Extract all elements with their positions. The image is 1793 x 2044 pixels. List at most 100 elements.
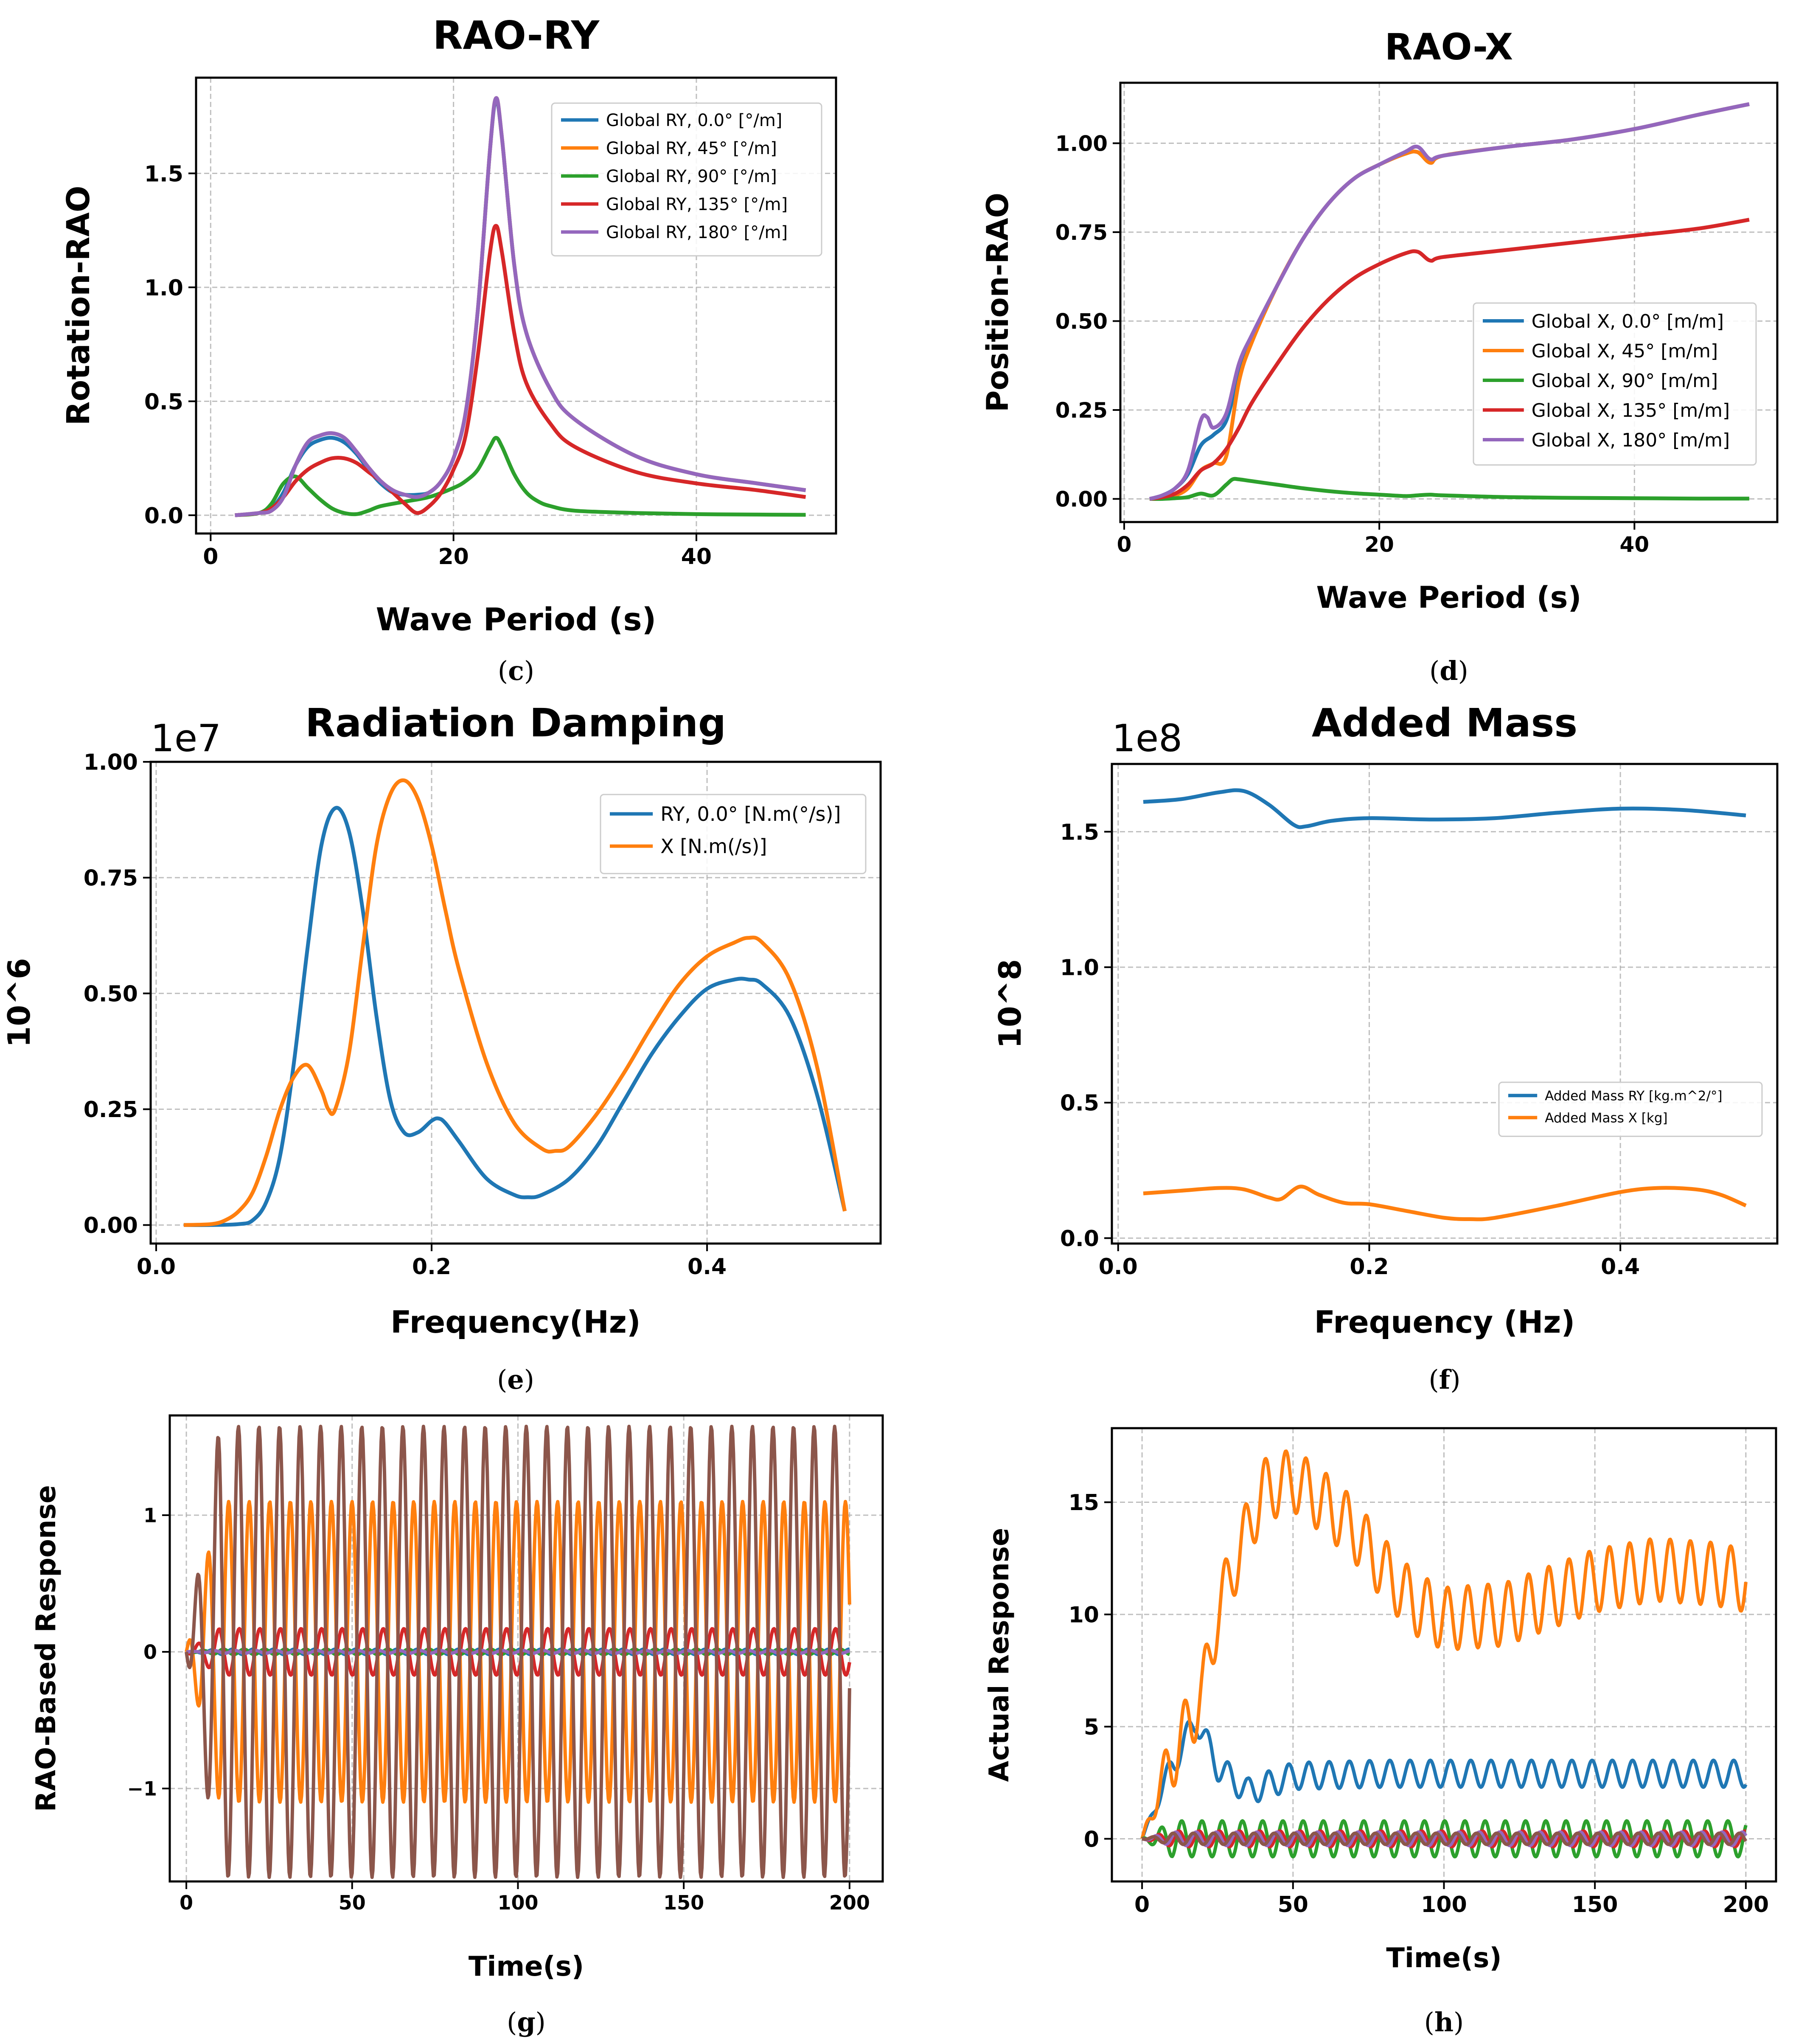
- y-tick-label: 1.5: [1060, 820, 1099, 845]
- y-tick-label: 1.5: [144, 161, 183, 187]
- y-tick-label: 0.50: [1055, 309, 1108, 334]
- panel-caption-letter: g: [517, 2007, 535, 2038]
- panel-caption-letter: h: [1434, 2007, 1453, 2038]
- y-tick-label: 0.25: [84, 1097, 138, 1123]
- panel-caption: (d): [1429, 655, 1468, 686]
- chart-panel-d: 0 20 40 0.00 0.25 0.50 0.75 1.00 RAO-X Wave Perio…: [980, 26, 1779, 686]
- legend-entry: Global X, 45° [m/m]: [1532, 340, 1718, 362]
- x-tick-label: 0.4: [687, 1254, 727, 1280]
- series-line-6: [1141, 1831, 1748, 1846]
- x-tick-label: 50: [339, 1891, 366, 1914]
- y-tick-label: 0.0: [144, 503, 183, 529]
- x-axis-label: Wave Period (s): [1316, 580, 1582, 615]
- legend-box: [1498, 1081, 1763, 1137]
- x-tick-label: 0: [1117, 532, 1132, 557]
- series-group: [185, 1424, 851, 1879]
- axis-offset-text: 1e7: [151, 716, 221, 760]
- plot-frame: [1119, 81, 1779, 523]
- series-group: [1149, 102, 1750, 501]
- y-tick-label: 0.0: [1060, 1226, 1099, 1252]
- series-line-5: [1141, 1830, 1748, 1847]
- chart-title: Added Mass: [1312, 700, 1577, 746]
- y-tick-label: 5: [1084, 1715, 1099, 1740]
- x-tick-label: 200: [1723, 1892, 1769, 1918]
- series-line-2: [185, 1499, 851, 1804]
- chart-panel-e: 0.0 0.2 0.4 0.00 0.25 0.50 0.75 1.00 Radiation D…: [1, 700, 882, 1395]
- x-tick-label: 0.4: [1601, 1254, 1640, 1280]
- x-tick-label: 200: [829, 1891, 870, 1914]
- legend-entry: Global RY, 180° [°/m]: [606, 223, 788, 242]
- y-axis-label: RAO-Based Response: [31, 1485, 62, 1812]
- x-tick-label: 0: [1134, 1892, 1150, 1918]
- x-tick-label: 20: [1364, 532, 1394, 557]
- chart-panel-g: 0 50 100 150 200 −1 0 1 Time(s) RAO-Based Respons…: [31, 1414, 884, 2038]
- y-axis-label: Position-RAO: [980, 193, 1015, 412]
- series-line-2: [183, 778, 847, 1227]
- x-tick-label: 0.2: [1350, 1254, 1389, 1280]
- x-tick-label: 100: [497, 1891, 538, 1914]
- x-tick-label: 20: [438, 544, 469, 570]
- x-tick-label: 0.0: [137, 1254, 176, 1280]
- series-line-1: [183, 806, 847, 1227]
- x-axis-label: Frequency (Hz): [1314, 1304, 1575, 1340]
- y-tick-label: 0.00: [84, 1213, 138, 1238]
- panel-caption: (g): [507, 2007, 546, 2038]
- y-tick-label: 0.50: [84, 981, 138, 1007]
- panel-caption-letter: e: [507, 1364, 524, 1395]
- plot-frame: [168, 1414, 884, 1883]
- panel-caption-letter: d: [1439, 655, 1458, 686]
- legend-box: [1473, 302, 1757, 466]
- x-tick-label: 150: [663, 1891, 704, 1914]
- y-tick-label: 10: [1069, 1603, 1099, 1628]
- axis-offset-text: 1e8: [1112, 716, 1182, 760]
- legend-entry: Global X, 90° [m/m]: [1532, 370, 1718, 392]
- x-tick-label: 150: [1572, 1892, 1618, 1918]
- series-group: [235, 96, 806, 517]
- x-tick-label: 0.2: [412, 1254, 451, 1280]
- series-line-3: [1150, 477, 1749, 501]
- y-axis-label: 10^8: [992, 959, 1028, 1049]
- chart-panel-f: 0.0 0.2 0.4 0.0 0.5 1.0 1.5 Added Mass 1e8 Freque…: [992, 700, 1779, 1395]
- series-line-4: [185, 1627, 851, 1677]
- series-group: [183, 778, 847, 1227]
- legend-entry: Global X, 135° [m/m]: [1532, 400, 1730, 421]
- legend: Added Mass RY [kg.m^2/°] Added Mass X [kg…: [1498, 1081, 1763, 1137]
- x-tick-label: 40: [1620, 532, 1650, 557]
- series-line-4: [1141, 1829, 1747, 1848]
- legend-box: [600, 794, 867, 874]
- series-line-5: [1149, 102, 1750, 501]
- legend-entry: Global RY, 90° [°/m]: [606, 167, 777, 186]
- series-line-6: [185, 1424, 851, 1879]
- legend-entry: RY, 0.0° [N.m(°/s)]: [660, 803, 841, 825]
- chart-title: RAO-RY: [433, 13, 600, 58]
- plot-frame: [195, 76, 837, 535]
- series-line-1: [1143, 788, 1746, 829]
- legend: Global X, 0.0° [m/m] Global X, 45° [m/m] G…: [1473, 302, 1757, 466]
- series-line-3: [235, 436, 806, 517]
- series-line-5: [185, 1648, 850, 1655]
- x-tick-label: 50: [1278, 1892, 1308, 1918]
- y-axis-label: Actual Response: [984, 1528, 1015, 1782]
- series-line-5: [235, 96, 806, 517]
- x-tick-label: 0: [180, 1891, 193, 1914]
- y-tick-label: 0.5: [144, 389, 183, 415]
- series-line-4: [1149, 218, 1750, 501]
- y-tick-label: 0.25: [1055, 398, 1108, 423]
- series-line-2: [1143, 1185, 1747, 1221]
- x-axis-label: Wave Period (s): [376, 601, 657, 638]
- chart-panel-c: 0 20 40 0.0 0.5 1.0 1.5 RAO-RY Wave Period (s) Ro…: [60, 13, 837, 686]
- legend-entry: Global RY, 45° [°/m]: [606, 139, 777, 158]
- x-axis-label: Time(s): [469, 1951, 584, 1982]
- chart-title: Radiation Damping: [305, 700, 726, 746]
- x-tick-label: 0: [203, 544, 218, 570]
- x-tick-label: 100: [1421, 1892, 1467, 1918]
- series-line-4: [235, 224, 806, 517]
- panel-caption: (h): [1424, 2007, 1464, 2038]
- panel-caption-letter: f: [1439, 1364, 1452, 1395]
- plot-frame: [149, 761, 882, 1245]
- legend-entry: Global RY, 135° [°/m]: [606, 195, 788, 214]
- series-line-2: [1140, 1449, 1748, 1839]
- y-tick-label: 1.00: [84, 750, 138, 775]
- series-group: [1140, 1449, 1748, 1859]
